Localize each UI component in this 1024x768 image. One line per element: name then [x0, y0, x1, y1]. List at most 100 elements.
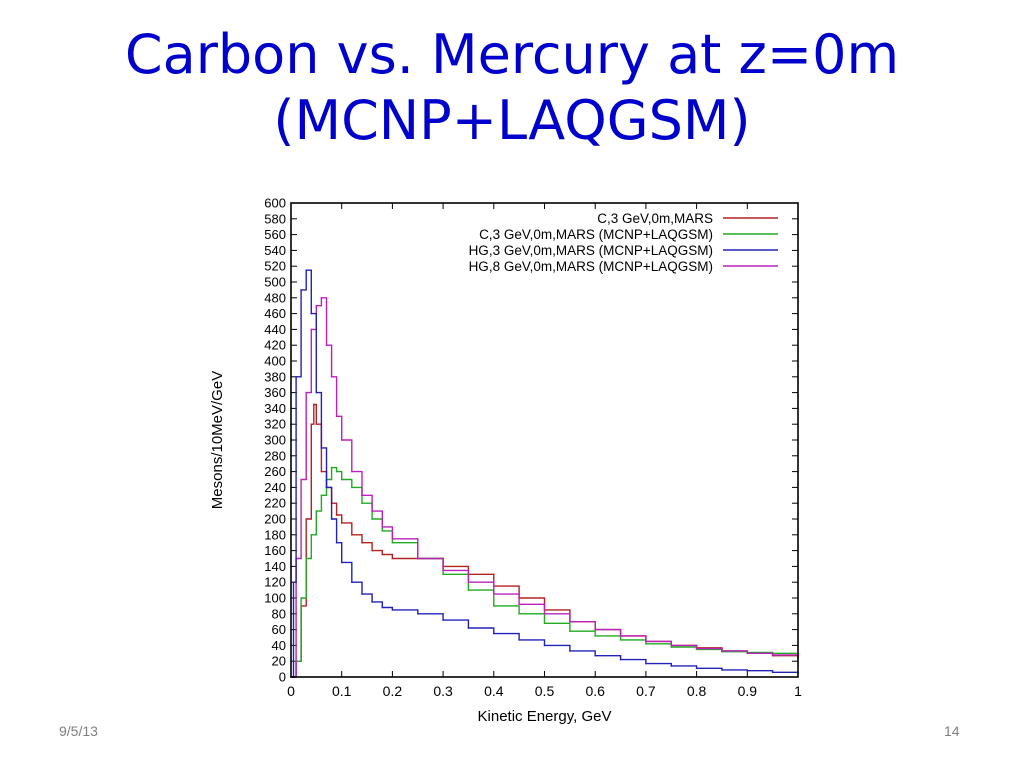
y-tick-label: 120: [264, 575, 286, 590]
data-point: [340, 439, 343, 441]
data-point: [305, 518, 308, 520]
y-axis-ticks: 0204060801001201401601802002202402602803…: [264, 196, 798, 685]
slide-date: 9/5/13: [59, 723, 98, 739]
data-point: [381, 606, 384, 609]
data-point: [310, 312, 313, 315]
x-axis-label: Kinetic Energy, GeV: [478, 708, 612, 725]
y-tick-label: 220: [264, 496, 286, 511]
data-point: [695, 647, 698, 650]
y-tick-label: 520: [264, 259, 286, 274]
data-point: [320, 470, 323, 473]
y-tick-label: 440: [264, 322, 286, 337]
data-point: [300, 289, 302, 291]
data-point: [518, 639, 520, 641]
x-tick-label: 1: [794, 683, 802, 699]
slide-page-number: 14: [944, 723, 960, 739]
data-point: [619, 658, 622, 661]
meson-energy-chart: 0204060801001201401601802002202402602803…: [209, 196, 802, 726]
data-point: [391, 557, 394, 560]
data-point: [300, 478, 302, 481]
y-tick-label: 280: [264, 448, 286, 463]
data-point: [325, 486, 328, 489]
y-tick-label: 380: [264, 369, 286, 384]
data-point: [416, 613, 419, 615]
series-group-item: [290, 297, 799, 678]
x-tick-label: 0.8: [687, 683, 707, 699]
data-point: [325, 344, 328, 346]
data-point: [493, 593, 495, 595]
data-point: [670, 665, 673, 667]
data-point: [467, 627, 470, 629]
legend-label: C,3 GeV,0m,MARS: [597, 211, 713, 226]
data-point: [315, 304, 318, 307]
data-point: [442, 619, 444, 621]
y-tick-label: 600: [264, 196, 286, 211]
data-point: [619, 635, 622, 637]
data-point: [335, 514, 338, 516]
data-point: [330, 376, 333, 378]
data-point: [361, 502, 363, 505]
data-point: [569, 620, 571, 623]
data-point: [493, 605, 495, 607]
x-tick-label: 0.3: [433, 683, 453, 699]
data-point: [310, 328, 313, 331]
y-tick-label: 180: [264, 527, 286, 542]
data-point: [340, 478, 343, 481]
y-tick-label: 540: [264, 243, 286, 258]
data-point: [381, 526, 384, 528]
y-tick-label: 80: [272, 606, 286, 621]
data-point: [619, 639, 622, 641]
data-point: [320, 297, 323, 299]
data-point: [310, 534, 313, 536]
data-point: [645, 643, 647, 645]
y-tick-label: 60: [272, 622, 286, 637]
data-point: [467, 589, 470, 591]
data-point: [695, 667, 698, 670]
data-point: [305, 557, 308, 560]
data-point: [305, 391, 308, 394]
legend-label: HG,3 GeV,0m,MARS (MCNP+LAQGSM): [469, 243, 713, 258]
y-tick-label: 360: [264, 385, 286, 400]
slide-title-line-1: Carbon vs. Mercury at z=0m: [124, 23, 900, 86]
data-point: [315, 423, 318, 425]
data-point: [721, 669, 723, 671]
x-tick-label: 0.5: [535, 683, 555, 699]
legend-label: HG,8 GeV,0m,MARS (MCNP+LAQGSM): [469, 259, 713, 274]
data-point: [310, 423, 313, 425]
data-point: [442, 573, 444, 576]
data-point: [292, 581, 295, 583]
data-point: [518, 613, 520, 615]
data-point: [315, 510, 318, 512]
data-point: [543, 613, 546, 615]
data-series: [290, 269, 799, 678]
data-point: [335, 541, 338, 544]
slide-title-line-2: (MCNP+LAQGSM): [273, 89, 751, 152]
data-point: [391, 609, 394, 611]
data-point: [351, 470, 353, 473]
y-tick-label: 300: [264, 433, 286, 448]
data-point: [416, 557, 419, 560]
data-point: [361, 541, 363, 544]
data-point: [305, 269, 308, 271]
y-tick-label: 160: [264, 543, 286, 558]
plot-frame: [290, 202, 799, 678]
data-point: [351, 534, 353, 536]
data-point: [340, 561, 343, 564]
data-point: [371, 549, 373, 552]
data-point: [746, 669, 749, 672]
data-point: [493, 632, 495, 635]
data-point: [330, 518, 333, 520]
data-point: [543, 622, 546, 625]
data-point: [645, 640, 647, 643]
data-point: [391, 537, 394, 540]
data-point: [351, 581, 353, 583]
data-point: [371, 601, 373, 603]
data-point: [569, 630, 571, 632]
y-axis-label: Mesons/10MeV/GeV: [209, 371, 226, 509]
y-tick-label: 0: [279, 670, 286, 685]
x-tick-label: 0.9: [738, 683, 758, 699]
y-tick-label: 260: [264, 464, 286, 479]
y-tick-label: 100: [264, 591, 286, 606]
data-point: [771, 671, 774, 674]
slide-title: Carbon vs. Mercury at z=0m (MCNP+LAQGSM): [0, 22, 1024, 154]
